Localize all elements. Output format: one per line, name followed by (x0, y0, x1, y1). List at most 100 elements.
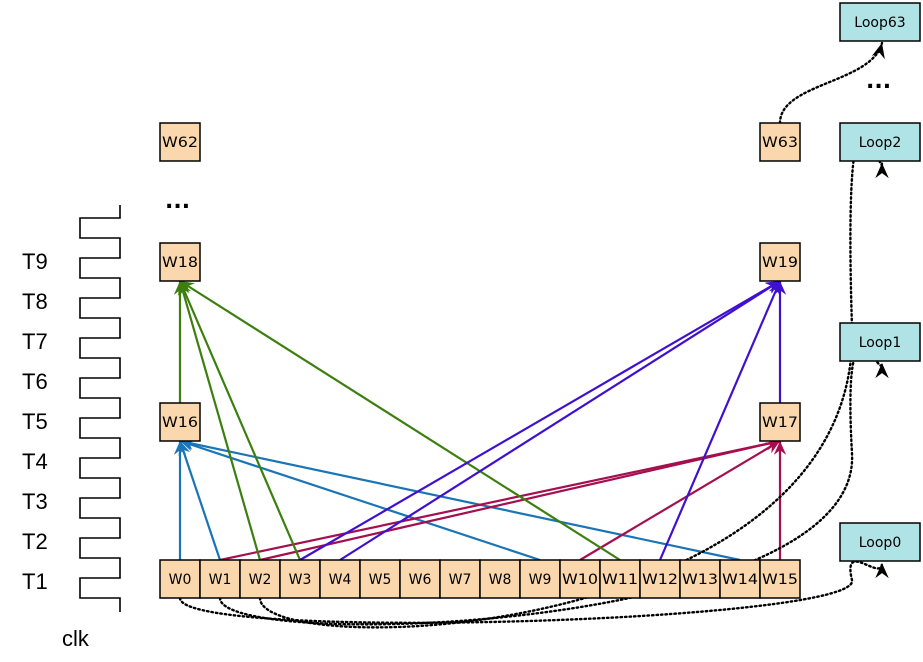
word-label: W4 (329, 572, 352, 588)
dependency-arrows (173, 280, 787, 562)
word-label: W10 (562, 572, 598, 588)
word-box (679, 559, 721, 599)
word-box (759, 122, 801, 162)
word-node-w10: W10 (559, 559, 601, 599)
word-node-w16: W16 (159, 402, 201, 442)
word-box (759, 402, 801, 442)
loop-link-w1-to-loop1 (218, 347, 889, 626)
word-node-w5: W5 (359, 559, 401, 599)
word-node-w6: W6 (399, 559, 441, 599)
word-node-w11: W11 (599, 559, 641, 599)
arrow-w14-to-w16 (179, 437, 741, 562)
word-node-w19: W19 (759, 242, 801, 282)
loop-box (839, 122, 921, 162)
word-box (159, 122, 201, 162)
word-node-w3: W3 (279, 559, 321, 599)
time-label-t2: T2 (22, 529, 48, 554)
word-box (399, 559, 441, 599)
time-label-t6: T6 (22, 369, 48, 394)
word-node-w1: W1 (199, 559, 241, 599)
word-label: W14 (722, 572, 758, 588)
word-box (159, 242, 201, 282)
word-label: W7 (449, 572, 472, 588)
loop-link-w2-to-loop2 (258, 133, 889, 629)
word-node-w8: W8 (479, 559, 521, 599)
word-label: W13 (682, 572, 718, 588)
time-label-t4: T4 (22, 449, 48, 474)
word-label: W18 (162, 255, 198, 271)
word-label: W11 (602, 572, 638, 588)
loop-label: Loop63 (854, 15, 905, 31)
word-label: W19 (762, 255, 798, 271)
word-label: W1 (209, 572, 232, 588)
arrow-w3-to-w19 (299, 280, 781, 561)
word-node-w63: W63 (759, 122, 801, 162)
loop-box (839, 322, 921, 362)
clock-waveform (79, 205, 121, 612)
loop-nodes: Loop0 Loop1 Loop2 Loop63 (839, 2, 921, 562)
word-label: W16 (162, 415, 198, 431)
word-label: W12 (642, 572, 678, 588)
loop-node-loop2: Loop2 (839, 122, 921, 162)
word-label: W62 (162, 135, 198, 151)
word-box (559, 559, 601, 599)
word-node-w18: W18 (159, 242, 201, 282)
time-label-t9: T9 (22, 249, 48, 274)
word-node-w15: W15 (759, 559, 801, 599)
word-node-w17: W17 (759, 402, 801, 442)
word-node-w7: W7 (439, 559, 481, 599)
loop-label: Loop1 (859, 335, 901, 351)
ellipsis-loops: ... (866, 69, 891, 94)
word-box (479, 559, 521, 599)
loop-label: Loop2 (859, 135, 901, 151)
arrow-w11-to-w18 (179, 280, 621, 561)
arrow-w3-to-w18 (178, 280, 302, 561)
word-node-w9: W9 (519, 559, 561, 599)
time-label-t8: T8 (22, 289, 48, 314)
time-label-t1: T1 (22, 569, 48, 594)
word-label: W0 (169, 572, 192, 588)
arrow-w1-to-w17 (219, 437, 781, 562)
arrow-w12-to-w19 (658, 280, 782, 561)
word-node-w62: W62 (159, 122, 201, 162)
arrow-w1-to-w16 (178, 440, 222, 561)
word-node-w13: W13 (679, 559, 721, 599)
word-box (759, 242, 801, 282)
word-nodes: W0 W1 W2 W3 W4 W5 W6 W7 W8 W9 W10 W11 W12 W13 W14 W15 W1… (159, 122, 801, 599)
word-box (159, 402, 201, 442)
loop-node-loop0: Loop0 (839, 522, 921, 562)
time-labels: T1 T2 T3 T4 T5 T6 T7 T8 T9 (22, 249, 48, 594)
word-label: W5 (369, 572, 392, 588)
loop-link-w63-to-loop63 (778, 41, 885, 125)
word-node-w2: W2 (239, 559, 281, 599)
word-label: W17 (762, 415, 798, 431)
loop-label: Loop0 (859, 535, 901, 551)
time-label-t3: T3 (22, 489, 48, 514)
word-box (759, 559, 801, 599)
word-node-w14: W14 (719, 559, 761, 599)
time-label-t5: T5 (22, 409, 48, 434)
word-label: W6 (409, 572, 432, 588)
word-label: W8 (489, 572, 512, 588)
arrow-w10-to-w17 (579, 440, 781, 561)
loop-node-loop1: Loop1 (839, 322, 921, 362)
loop-box (839, 2, 921, 42)
word-label: W15 (762, 572, 798, 588)
word-label: W63 (762, 135, 798, 151)
word-box (239, 559, 281, 599)
word-box (319, 559, 361, 599)
word-box (159, 559, 201, 599)
word-node-w4: W4 (319, 559, 361, 599)
ellipsis-left: ... (165, 189, 190, 214)
loop-node-loop63: Loop63 (839, 2, 921, 42)
arrow-w2-to-w17 (259, 438, 781, 562)
word-node-w12: W12 (639, 559, 681, 599)
word-label: W9 (529, 572, 552, 588)
time-label-t7: T7 (22, 329, 48, 354)
loop-box (839, 522, 921, 562)
arrow-w2-to-w18 (177, 280, 262, 561)
word-node-w0: W0 (159, 559, 201, 599)
clock-label: clk (62, 626, 90, 651)
word-label: W3 (289, 572, 312, 588)
